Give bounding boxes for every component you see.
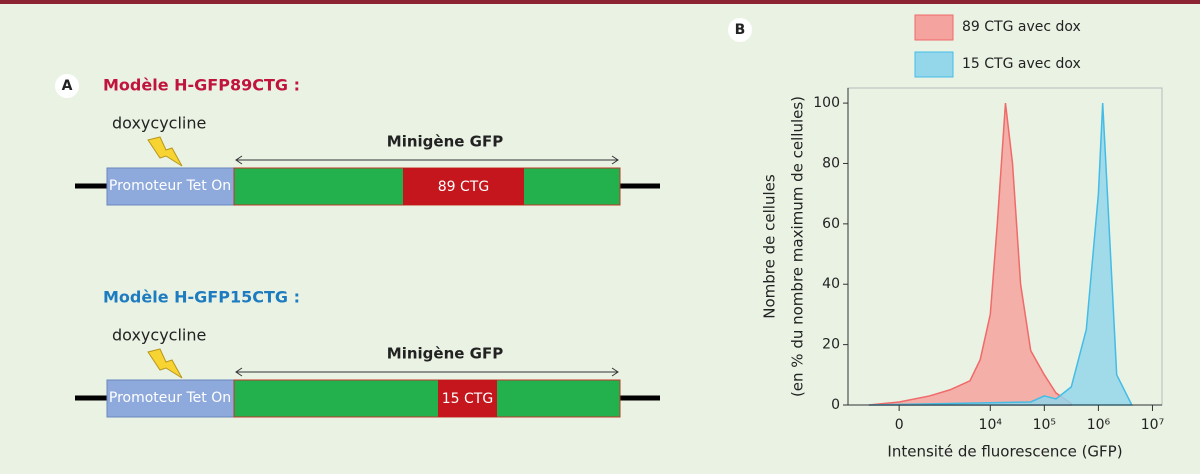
inducer-label: doxycycline [112,326,206,345]
arrow-head [235,367,243,377]
repeat-box [438,380,497,417]
model-title: Modèle H-GFP15CTG : [103,288,300,307]
lightning-icon [147,136,183,167]
x-tick-label: 10⁶ [1087,417,1111,433]
legend-label: 15 CTG avec dox [962,56,1081,72]
x-axis-title: Intensité de fluorescence (GFP) [887,443,1122,461]
lightning-icon [147,348,183,379]
y-tick-label: 60 [822,216,840,232]
y-tick-label: 80 [822,155,840,171]
histogram: 89 CTG avec dox 15 CTG avec dox 0 20 40 60 80 1… [761,14,1164,461]
models: Modèle H-GFP89CTG : doxycycline Minigène G… [75,76,660,418]
panel-badge [728,18,752,42]
panel-label: A [62,78,73,94]
inducer-label: doxycycline [112,114,206,133]
arrow-head [611,367,619,377]
promoter-box [106,379,235,418]
minigene-label: Minigène GFP [387,345,503,363]
x-tick-label: 0 [895,417,904,433]
repeat-label: 89 CTG [438,179,489,195]
arrow-head [611,155,619,165]
repeat-box [403,168,524,205]
area [868,103,1134,406]
y-axis-title: (en % du nombre maximum de cellules) [789,96,807,397]
model-title: Modèle H-GFP89CTG : [103,76,300,95]
legend-swatch [914,51,954,78]
y-tick-label: 0 [831,397,840,413]
y-tick-label: 40 [822,276,840,292]
promoter-label: Promoteur Tet On [109,390,231,406]
legend-swatch [914,14,954,41]
arrow-head [235,155,243,165]
x-tick-label: 10⁵ [1033,417,1056,433]
repeat-label: 15 CTG [442,391,493,407]
y-tick-label: 20 [822,337,840,353]
y-tick-label: 100 [813,95,840,111]
panel-label: B [735,22,746,38]
promoter-label: Promoteur Tet On [109,178,231,194]
gfp-box [233,379,621,418]
top-rule [0,0,1200,4]
legend-label: 89 CTG avec dox [962,19,1081,35]
minigene-label: Minigène GFP [387,133,503,151]
area [868,103,1073,406]
promoter-box [106,167,235,206]
x-tick-label: 10⁴ [979,417,1003,433]
y-axis-title: Nombre de cellules [761,174,779,319]
panel-badge [55,74,79,98]
x-tick-label: 10⁷ [1141,417,1164,433]
